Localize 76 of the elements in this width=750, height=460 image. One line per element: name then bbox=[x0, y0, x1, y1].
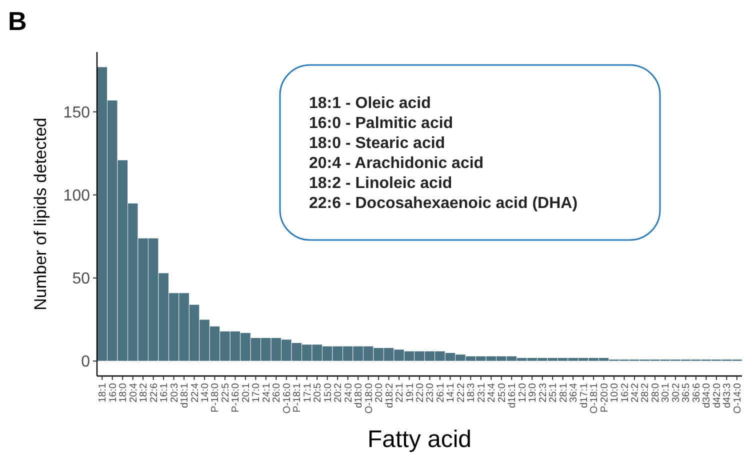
x-tick-label: 16:1 bbox=[159, 382, 170, 402]
x-tick-label: 22:1 bbox=[394, 382, 406, 402]
x-tick-label: d34:0 bbox=[702, 382, 713, 408]
x-tick-label: 36:6 bbox=[691, 382, 702, 402]
x-tick-label: 17:1 bbox=[302, 382, 314, 402]
x-tick-label: 20:0 bbox=[374, 382, 386, 402]
x-tick-label: 22:4 bbox=[190, 382, 201, 402]
x-tick-label: 28:1 bbox=[558, 382, 570, 402]
x-tick-label: 24:4 bbox=[486, 382, 498, 402]
y-axis-title: Number of lipids detected bbox=[31, 118, 50, 310]
chart-title: B bbox=[8, 6, 27, 36]
y-tick-label: 100 bbox=[63, 187, 90, 204]
x-tick-label: 28:0 bbox=[650, 382, 662, 402]
x-tick-label: d17:1 bbox=[578, 382, 590, 408]
y-tick-label: 0 bbox=[81, 354, 90, 371]
x-tick-label: d43:3 bbox=[722, 382, 734, 408]
x-tick-label: 22:2 bbox=[456, 382, 467, 402]
x-tick-label: 18:0 bbox=[118, 382, 130, 402]
x-tick-label: O-18:1 bbox=[589, 382, 600, 414]
x-tick-label: 20:2 bbox=[333, 382, 344, 402]
x-tick-label: O-18:0 bbox=[364, 382, 375, 414]
x-tick-label: 20:4 bbox=[128, 382, 140, 402]
x-tick-label: 14:0 bbox=[200, 382, 211, 402]
x-tick-label: 24:1 bbox=[261, 382, 272, 402]
x-tick-label: 12:0 bbox=[517, 382, 528, 402]
annotation: 18:0 - Stearic acid bbox=[309, 135, 446, 152]
x-tick-label: 20:3 bbox=[169, 382, 180, 402]
x-tick-label: P-18:0 bbox=[210, 382, 222, 412]
annotation: 18:2 - Linoleic acid bbox=[309, 175, 452, 192]
annotation: 20:4 - Arachidonic acid bbox=[309, 155, 484, 172]
x-tick-label: P-16:0 bbox=[230, 382, 242, 412]
x-tick-label: 20:1 bbox=[240, 382, 252, 402]
x-tick-label: 16:0 bbox=[108, 382, 119, 402]
x-tick-label: 10:0 bbox=[610, 382, 621, 402]
x-tick-label: 18:2 bbox=[138, 382, 150, 402]
x-tick-label: 30:2 bbox=[670, 382, 682, 402]
x-tick-label: d42:0 bbox=[712, 382, 723, 408]
x-tick-label: d18:2 bbox=[384, 382, 396, 408]
x-tick-label: 19:1 bbox=[404, 382, 416, 402]
x-tick-label: 17:0 bbox=[251, 382, 262, 402]
x-tick-label: 16:2 bbox=[620, 382, 631, 402]
x-tick-label: 28:2 bbox=[640, 382, 652, 402]
y-tick-label: 150 bbox=[63, 104, 90, 122]
x-tick-label: 23:0 bbox=[425, 382, 436, 402]
x-tick-label: 15:0 bbox=[322, 382, 334, 402]
x-tick-label: 22:6 bbox=[148, 382, 160, 402]
x-tick-label: 36:5 bbox=[681, 382, 692, 402]
x-tick-label: 24:2 bbox=[630, 382, 641, 402]
x-tick-label: O-16:0 bbox=[282, 382, 293, 414]
x-tick-label: 22:0 bbox=[415, 382, 426, 402]
x-tick-label: 25:0 bbox=[496, 382, 508, 402]
x-tick-label: 24:0 bbox=[343, 382, 354, 402]
y-tick-label: 50 bbox=[72, 270, 90, 288]
x-tick-label: 26:0 bbox=[272, 382, 283, 402]
annotation: 22:6 - Docosahexaenoic acid (DHA) bbox=[309, 195, 578, 212]
x-tick-label: 23:1 bbox=[476, 382, 488, 402]
x-tick-label: d16:1 bbox=[507, 382, 518, 408]
x-tick-label: 22:5 bbox=[220, 382, 232, 402]
x-tick-label: 14:1 bbox=[446, 382, 457, 402]
x-tick-label: 30:1 bbox=[660, 382, 672, 402]
x-tick-label: O-14:0 bbox=[732, 382, 744, 414]
x-tick-label: 18:1 bbox=[98, 382, 109, 402]
annotation: 16:0 - Palmitic acid bbox=[309, 115, 454, 132]
x-tick-label: 22:3 bbox=[538, 382, 549, 402]
x-tick-label: 20:5 bbox=[312, 382, 324, 402]
x-tick-label: d18:1 bbox=[180, 382, 191, 408]
x-tick-label: P-18:1 bbox=[292, 382, 304, 412]
x-tick-label: 19:0 bbox=[528, 382, 539, 402]
annotation: 18:1 - Oleic acid bbox=[309, 95, 431, 112]
x-tick-label: d18:0 bbox=[354, 382, 365, 408]
x-tick-label: 26:1 bbox=[435, 382, 446, 402]
x-tick-label: 18:3 bbox=[466, 382, 478, 402]
x-axis-title: Fatty acid bbox=[367, 426, 472, 453]
x-tick-label: P-20:0 bbox=[599, 382, 610, 412]
x-tick-label: 25:1 bbox=[548, 382, 560, 402]
x-tick-label: 36:4 bbox=[568, 382, 580, 402]
